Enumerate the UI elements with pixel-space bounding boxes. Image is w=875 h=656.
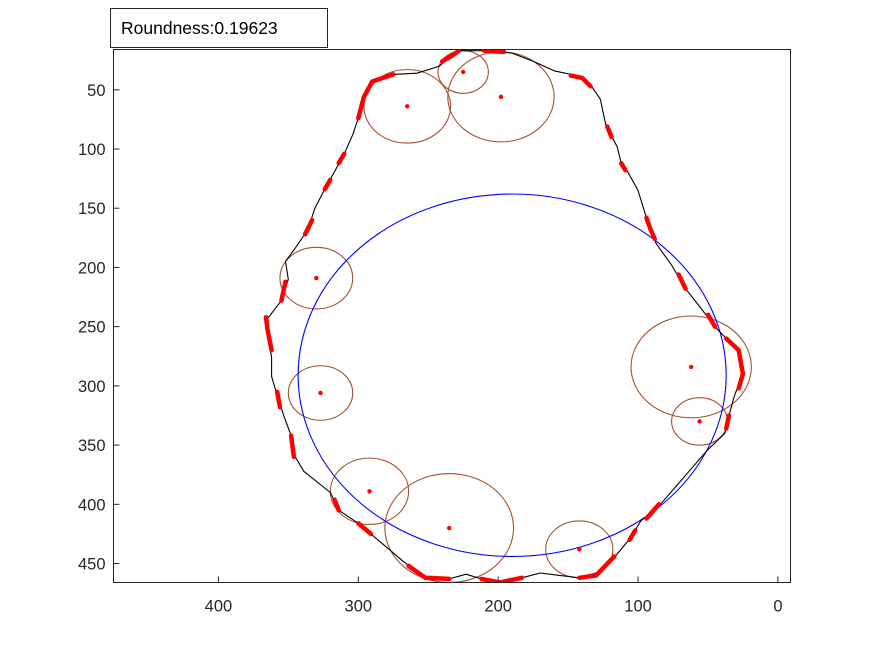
y-tick-label: 300 [78, 378, 106, 396]
y-tick-label: 350 [78, 437, 106, 455]
highlighted-segment [263, 314, 274, 353]
circle-center-point [688, 364, 694, 370]
centers-layer [314, 69, 702, 552]
highlighted-segment [705, 312, 718, 329]
x-tick-label: 100 [624, 598, 652, 616]
x-tick-label: 0 [773, 598, 782, 616]
circle-center-point [697, 419, 702, 424]
highlight-layer [263, 49, 746, 583]
highlighted-segment [568, 73, 593, 89]
y-axis: 50 100 150 200 250 300 350 400 450 [78, 82, 120, 574]
y-tick-label: 50 [87, 82, 105, 100]
local-circle [630, 315, 752, 419]
circle-center-point [405, 104, 410, 109]
x-tick-label: 200 [484, 598, 512, 616]
axes-box [113, 49, 791, 583]
highlighted-segment [288, 433, 297, 460]
highlighted-segment [302, 217, 315, 237]
circle-center-point [318, 390, 323, 396]
plot-area [113, 49, 791, 583]
highlighted-segment [605, 124, 614, 140]
highlighted-segment [406, 563, 452, 582]
highlighted-segment [723, 336, 746, 391]
x-tick-label: 400 [205, 598, 233, 616]
circle-center-point [367, 489, 372, 494]
local-circles-layer [279, 50, 752, 583]
x-axis: 400 300 200 100 0 [205, 576, 783, 616]
local-circle [287, 365, 354, 421]
local-circle [329, 457, 410, 526]
highlighted-segment [723, 413, 732, 431]
roundness-label: Roundness: [121, 18, 215, 38]
local-circle [363, 69, 452, 144]
circle-center-point [498, 94, 504, 100]
highlighted-segment [676, 272, 688, 292]
inscribed-circle [297, 193, 727, 557]
y-tick-label: 400 [78, 496, 106, 514]
inscribed-circle-layer [297, 193, 727, 557]
highlighted-segment [439, 49, 462, 64]
highlighted-segment [619, 160, 628, 173]
y-tick-label: 150 [78, 200, 106, 218]
highlighted-segment [279, 279, 288, 303]
highlighted-segment [481, 49, 507, 55]
highlighted-segment [644, 502, 662, 521]
circle-center-point [314, 275, 319, 281]
circle-center-point [460, 69, 466, 75]
y-tick-label: 100 [78, 141, 106, 159]
highlighted-segment [356, 521, 374, 537]
highlighted-segment [356, 72, 396, 121]
circle-center-point [577, 547, 582, 552]
roundness-value: 0.19623 [214, 18, 278, 38]
roundness-text: Roundness:0.19623 [121, 18, 278, 39]
highlighted-segment [577, 554, 617, 581]
highlighted-segment [322, 177, 333, 192]
y-tick-label: 200 [78, 259, 106, 277]
local-circle [279, 246, 354, 310]
highlighted-segment [274, 389, 283, 410]
y-tick-label: 450 [78, 556, 106, 574]
highlighted-segment [332, 497, 341, 513]
roundness-annotation: Roundness:0.19623 [110, 8, 328, 48]
highlighted-segment [644, 215, 658, 242]
y-tick-label: 250 [78, 319, 106, 337]
circle-center-point [447, 525, 452, 531]
highlighted-segment [336, 151, 347, 166]
highlighted-segment [627, 528, 638, 543]
x-tick-label: 300 [345, 598, 373, 616]
